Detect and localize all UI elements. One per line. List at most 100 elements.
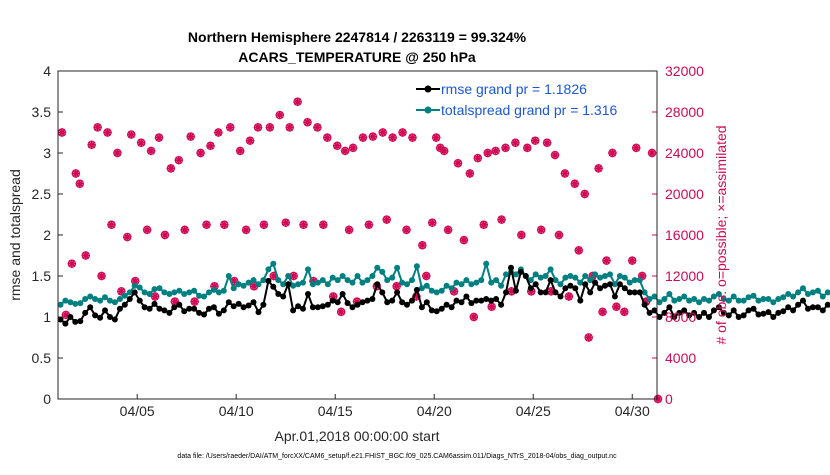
series-point-rmse	[280, 294, 286, 300]
obs-assimilated-marker	[161, 231, 169, 239]
series-point-totalspread	[731, 294, 737, 300]
series-point-rmse	[815, 304, 821, 310]
obs-assimilated-marker	[323, 133, 331, 141]
obs-assimilated-marker	[113, 149, 121, 157]
series-point-totalspread	[355, 273, 361, 279]
obs-count-point	[474, 154, 482, 162]
obs-assimilated-marker	[282, 219, 290, 227]
obs-count-point	[584, 333, 592, 341]
obs-assimilated-marker	[299, 221, 307, 229]
obs-count-point	[581, 190, 589, 198]
obs-assimilated-marker	[602, 256, 610, 264]
y2-tick-label: 16000	[665, 227, 704, 243]
obs-assimilated-marker	[594, 164, 602, 172]
obs-assimilated-marker	[236, 147, 244, 155]
obs-assimilated-marker	[620, 308, 628, 316]
series-point-totalspread	[493, 277, 499, 283]
series-point-totalspread	[770, 299, 776, 305]
y2-tick-label: 4000	[665, 350, 696, 366]
series-point-rmse	[251, 299, 257, 305]
series-point-rmse	[820, 307, 826, 313]
obs-count-point	[276, 111, 284, 119]
obs-count-point	[470, 313, 478, 321]
series-point-rmse	[419, 304, 425, 310]
obs-assimilated-marker	[369, 132, 377, 140]
obs-assimilated-marker	[155, 133, 163, 141]
obs-assimilated-marker	[470, 313, 478, 321]
obs-count-point	[432, 133, 440, 141]
obs-assimilated-marker	[608, 149, 616, 157]
obs-assimilated-marker	[402, 226, 410, 234]
obs-assimilated-marker	[398, 128, 406, 136]
series-point-rmse	[112, 317, 118, 323]
obs-assimilated-marker	[175, 156, 183, 164]
obs-count-point	[418, 241, 426, 249]
series-point-rmse	[127, 296, 133, 302]
obs-count-point	[319, 221, 327, 229]
x-axis-label: Apr.01,2018 00:00:00 start	[274, 428, 439, 444]
x-tick-label: 04/30	[615, 403, 650, 419]
series-point-totalspread	[795, 289, 801, 295]
obs-assimilated-marker	[379, 128, 387, 136]
legend-totalspread-label: totalspread grand pr = 1.316	[441, 102, 618, 118]
data-file-footer: data file: /Users/raeder/DAI/ATM_forcXX/…	[177, 453, 617, 460]
obs-assimilated-marker	[388, 133, 396, 141]
obs-assimilated-marker	[276, 111, 284, 119]
obs-count-point	[517, 231, 525, 239]
series-point-rmse	[414, 287, 420, 293]
obs-count-point	[226, 123, 234, 131]
obs-assimilated-marker	[571, 180, 579, 188]
obs-assimilated-marker	[107, 221, 115, 229]
y-tick-label: 0	[43, 391, 51, 407]
series-point-rmse	[117, 306, 123, 312]
series-point-rmse	[72, 319, 78, 325]
series-point-totalspread	[77, 300, 83, 306]
series-point-totalspread	[340, 273, 346, 279]
series-point-rmse	[577, 298, 583, 304]
series-point-rmse	[607, 281, 613, 287]
series-point-rmse	[513, 288, 519, 294]
series-point-rmse	[137, 298, 143, 304]
obs-assimilated-marker	[254, 123, 262, 131]
series-point-rmse	[493, 296, 499, 302]
obs-assimilated-marker	[565, 292, 573, 300]
series-point-rmse	[87, 304, 93, 310]
series-point-rmse	[424, 299, 430, 305]
obs-count-point	[349, 144, 357, 152]
obs-count-point	[113, 149, 121, 157]
series-point-rmse	[543, 289, 549, 295]
obs-assimilated-marker	[123, 233, 131, 241]
series-point-totalspread	[439, 288, 445, 294]
series-point-rmse	[770, 314, 776, 320]
series-point-rmse	[449, 304, 455, 310]
series-point-rmse	[572, 285, 578, 291]
obs-assimilated-marker	[72, 169, 80, 177]
obs-count-point	[341, 147, 349, 155]
series-point-totalspread	[691, 296, 697, 302]
obs-count-point	[408, 133, 416, 141]
series-point-rmse	[260, 302, 266, 308]
series-point-rmse	[369, 296, 375, 302]
obs-count-point	[103, 128, 111, 136]
obs-assimilated-marker	[313, 123, 321, 131]
obs-count-point	[246, 137, 254, 145]
series-point-totalspread	[221, 288, 227, 294]
obs-count-point	[480, 221, 488, 229]
obs-assimilated-marker	[598, 308, 606, 316]
series-point-rmse	[191, 306, 197, 312]
obs-count-point	[82, 251, 90, 259]
obs-count-point	[422, 272, 430, 280]
obs-assimilated-marker	[531, 137, 539, 145]
series-point-totalspread	[256, 281, 262, 287]
series-point-rmse	[226, 299, 232, 305]
obs-assimilated-marker	[480, 221, 488, 229]
series-point-rmse	[325, 302, 331, 308]
obs-count-point	[206, 142, 214, 150]
obs-assimilated-marker	[497, 215, 505, 223]
obs-count-point	[186, 132, 194, 140]
y2-tick-label: 28000	[665, 104, 704, 120]
obs-assimilated-marker	[584, 333, 592, 341]
obs-count-point	[214, 128, 222, 136]
series-point-rmse	[533, 281, 539, 287]
